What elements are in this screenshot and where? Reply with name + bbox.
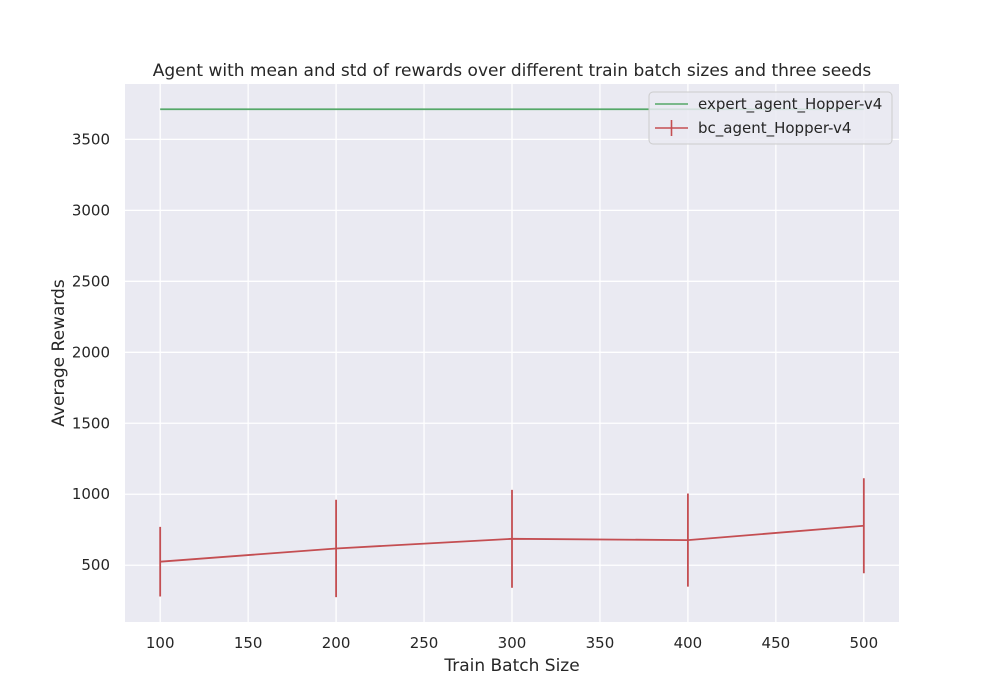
legend-label-expert: expert_agent_Hopper-v4 — [698, 95, 882, 114]
x-tick-label: 250 — [410, 634, 439, 652]
legend-box — [648, 91, 893, 145]
y-tick-label: 1500 — [72, 414, 110, 432]
y-tick-label: 500 — [81, 556, 110, 574]
legend: expert_agent_Hopper-v4 bc_agent_Hopper-v… — [648, 91, 893, 145]
x-tick-label: 100 — [146, 634, 175, 652]
x-tick-label: 200 — [322, 634, 351, 652]
y-tick-label: 1000 — [72, 485, 110, 503]
y-tick-label: 3500 — [72, 130, 110, 148]
x-tick-label: 150 — [234, 634, 263, 652]
x-tick-label: 350 — [586, 634, 615, 652]
x-tick-label: 300 — [498, 634, 527, 652]
y-tick-label: 2500 — [72, 272, 110, 290]
chart-title: Agent with mean and std of rewards over … — [153, 61, 872, 81]
tick-labels: 100 150 200 250 300 350 400 450 500 500 1000 1500 20… — [72, 130, 878, 652]
x-axis-title: Train Batch Size — [443, 656, 579, 676]
y-tick-label: 2000 — [72, 343, 110, 361]
x-tick-label: 400 — [674, 634, 703, 652]
x-tick-label: 450 — [762, 634, 791, 652]
y-tick-label: 3000 — [72, 201, 110, 219]
y-axis-title: Average Rewards — [49, 279, 69, 427]
legend-label-bc: bc_agent_Hopper-v4 — [698, 119, 851, 138]
x-tick-label: 500 — [849, 634, 878, 652]
